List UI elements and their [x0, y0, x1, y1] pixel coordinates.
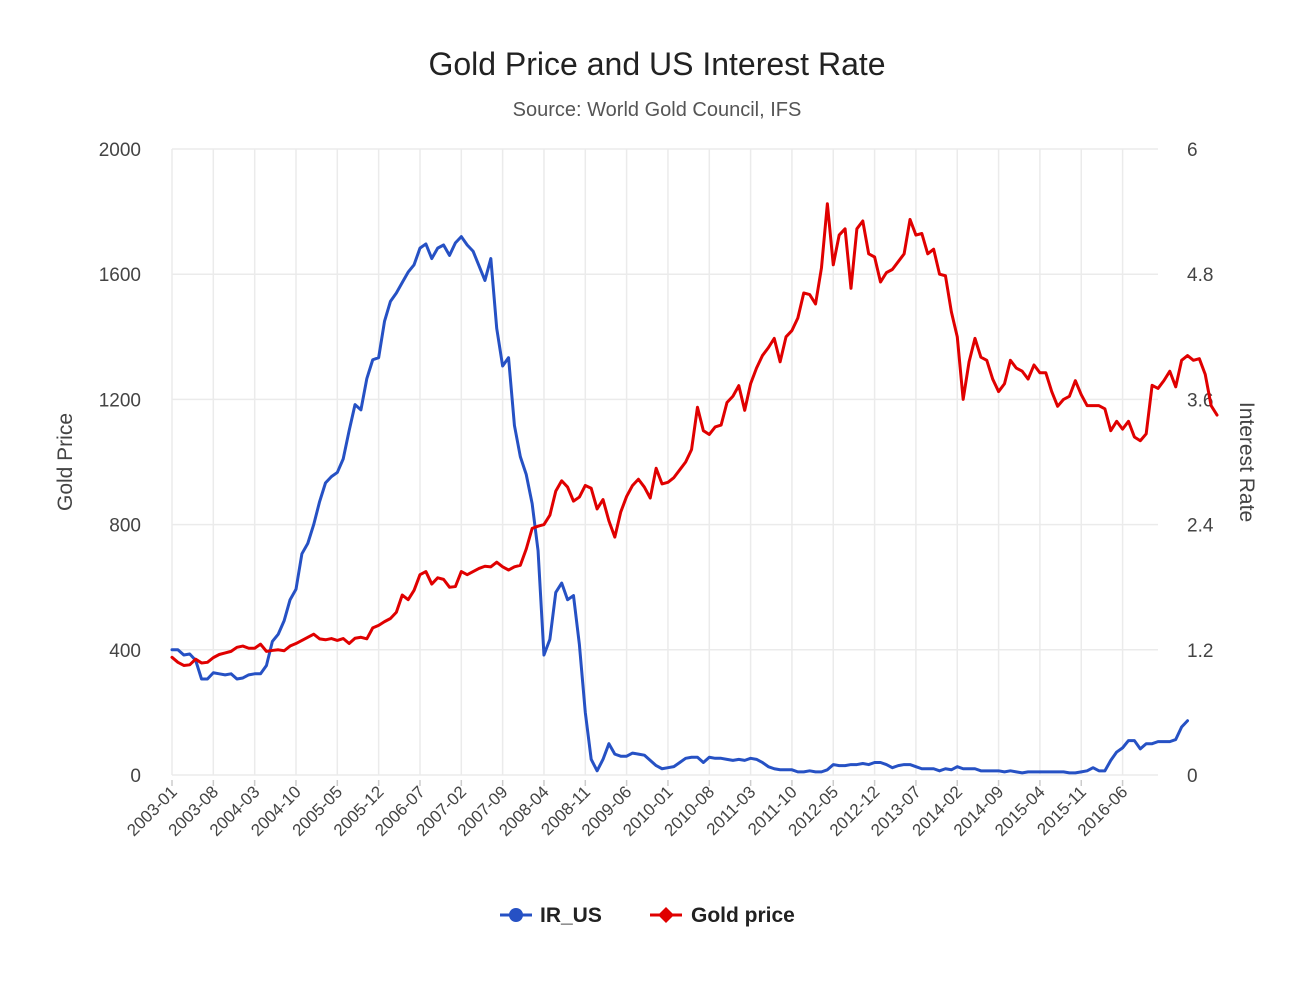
- chart-title: Gold Price and US Interest Rate: [428, 46, 885, 82]
- y-tick-label: 1200: [99, 390, 141, 411]
- y-tick-label: 800: [109, 516, 141, 537]
- series-line-gold-price[interactable]: [170, 202, 1219, 667]
- x-axis-ticks: 2003-012003-082004-032004-102005-052005-…: [123, 782, 1131, 840]
- legend-marker-diamond: [658, 907, 674, 923]
- chart-subtitle: Source: World Gold Council, IFS: [513, 99, 802, 121]
- y2-tick-label: 2.4: [1187, 516, 1214, 537]
- y2-tick-label: 4.8: [1187, 265, 1213, 286]
- series: [170, 202, 1219, 775]
- series-line-ir-us[interactable]: [170, 235, 1190, 775]
- legend-label-gold-price: Gold price: [691, 904, 795, 927]
- legend-item-ir-us[interactable]: IR_US: [500, 904, 602, 927]
- right-axis-ticks: 0 1.2 2.4 3.6 4.8 6: [1187, 140, 1214, 787]
- y2-tick-label: 0: [1187, 766, 1198, 787]
- legend-item-gold-price[interactable]: Gold price: [650, 904, 795, 927]
- y2-tick-label: 6: [1187, 140, 1198, 161]
- y-tick-label: 1600: [99, 265, 141, 286]
- legend: IR_US Gold price: [500, 904, 795, 927]
- y2-axis-title: Interest Rate: [1235, 402, 1258, 522]
- grid: [171, 148, 1158, 786]
- y-tick-label: 2000: [99, 140, 141, 161]
- y-axis-title: Gold Price: [54, 413, 77, 511]
- legend-marker-circle: [509, 908, 523, 922]
- left-axis-ticks: 0 400 800 1200 1600 2000: [99, 140, 141, 787]
- legend-label-ir-us: IR_US: [540, 904, 602, 927]
- y2-tick-label: 1.2: [1187, 641, 1213, 662]
- y-tick-label: 0: [130, 766, 141, 787]
- y-tick-label: 400: [109, 641, 141, 662]
- y2-tick-label: 3.6: [1187, 390, 1213, 411]
